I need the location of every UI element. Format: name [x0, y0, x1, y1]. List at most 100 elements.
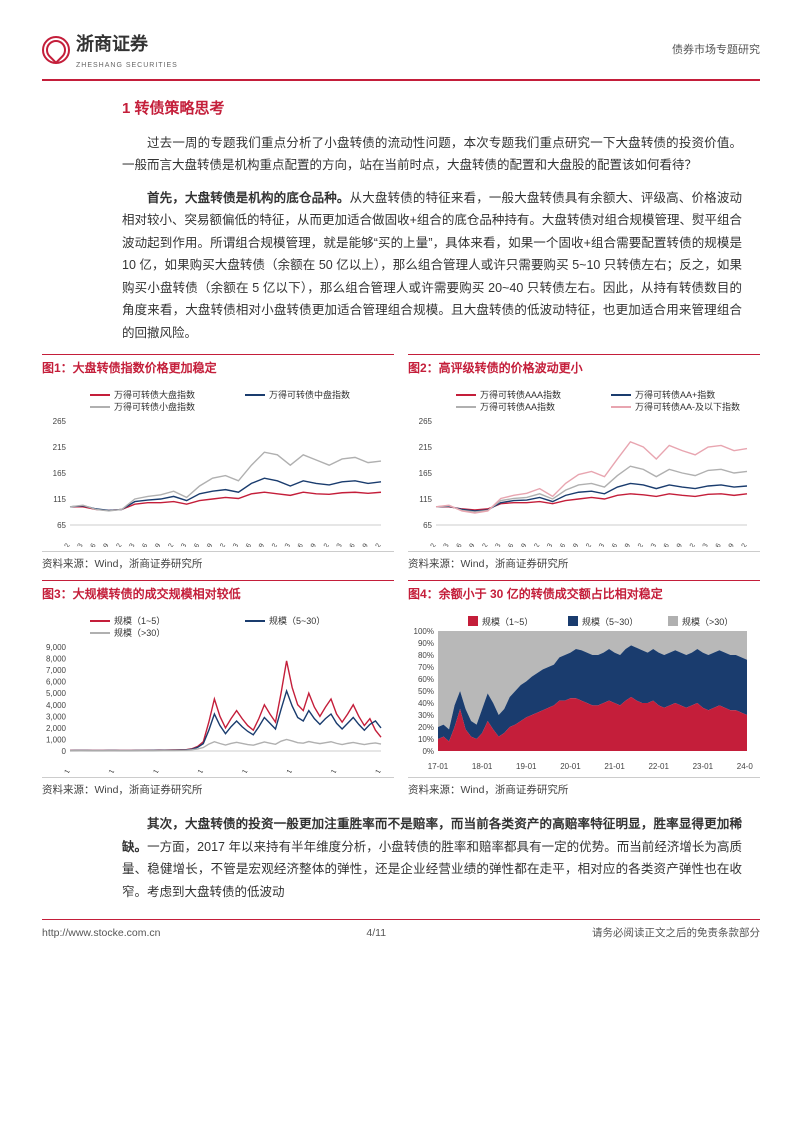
chart-4-title: 图4：余额小于 30 亿的转债成交额占比相对稳定 — [408, 580, 760, 609]
svg-text:万得可转债AA指数: 万得可转债AA指数 — [480, 401, 555, 412]
paragraph-3-body: 一方面，2017 年以来持有半年维度分析，小盘转债的胜率和赔率都具有一定的优势。… — [122, 840, 742, 899]
doc-category: 债券市场专题研究 — [672, 41, 760, 61]
svg-text:20-06: 20-06 — [552, 542, 567, 547]
svg-text:万得可转债小盘指数: 万得可转债小盘指数 — [114, 401, 195, 412]
svg-text:21-01: 21-01 — [604, 762, 625, 771]
svg-text:规模（5~30）: 规模（5~30） — [582, 617, 638, 627]
svg-text:23-06: 23-06 — [342, 542, 357, 547]
svg-text:7,000: 7,000 — [46, 666, 67, 675]
svg-text:20-03: 20-03 — [539, 542, 554, 547]
svg-text:22-09: 22-09 — [669, 542, 684, 547]
svg-text:9,000: 9,000 — [46, 643, 67, 652]
svg-text:115: 115 — [419, 495, 432, 504]
svg-text:6,000: 6,000 — [46, 677, 67, 686]
svg-text:215: 215 — [53, 443, 67, 452]
svg-text:规模（>30）: 规模（>30） — [114, 628, 165, 638]
svg-text:万得可转债大盘指数: 万得可转债大盘指数 — [114, 389, 195, 400]
svg-text:23-09: 23-09 — [721, 542, 736, 547]
svg-text:165: 165 — [419, 469, 433, 478]
svg-text:115: 115 — [53, 495, 66, 504]
svg-text:20-01: 20-01 — [560, 762, 581, 771]
svg-text:22-01: 22-01 — [279, 768, 294, 773]
svg-text:万得可转债中盘指数: 万得可转债中盘指数 — [269, 389, 350, 400]
svg-text:19-01: 19-01 — [516, 762, 537, 771]
logo: 浙商证券 ZHESHANG SECURITIES — [42, 28, 178, 73]
svg-text:规模（1~5）: 规模（1~5） — [114, 616, 165, 626]
svg-text:20-12: 20-12 — [212, 542, 227, 547]
svg-text:19-09: 19-09 — [513, 542, 528, 547]
svg-text:19-06: 19-06 — [500, 542, 515, 547]
svg-text:21-06: 21-06 — [238, 542, 253, 547]
svg-text:17-12: 17-12 — [423, 542, 438, 547]
svg-text:24-01: 24-01 — [368, 768, 383, 773]
svg-text:8,000: 8,000 — [46, 654, 67, 663]
svg-text:23-12: 23-12 — [368, 542, 383, 547]
chart-2-svg: 万得可转债AAA指数万得可转债AA+指数万得可转债AA指数万得可转债AA-及以下… — [408, 387, 753, 547]
svg-text:21-09: 21-09 — [617, 542, 632, 547]
svg-text:21-03: 21-03 — [591, 542, 606, 547]
svg-text:100%: 100% — [414, 627, 434, 636]
svg-text:1,000: 1,000 — [46, 735, 67, 744]
svg-text:19-09: 19-09 — [147, 542, 162, 547]
svg-text:18-09: 18-09 — [96, 542, 111, 547]
svg-text:规模（>30）: 规模（>30） — [682, 617, 733, 627]
svg-text:22-03: 22-03 — [643, 542, 658, 547]
svg-text:17-01: 17-01 — [428, 762, 449, 771]
svg-text:65: 65 — [57, 521, 66, 530]
svg-text:18-03: 18-03 — [436, 542, 451, 547]
footer-url: http://www.stocke.com.cn — [42, 924, 160, 943]
svg-text:4,000: 4,000 — [46, 700, 67, 709]
svg-text:23-12: 23-12 — [734, 542, 749, 547]
svg-text:50%: 50% — [418, 687, 434, 696]
svg-text:23-09: 23-09 — [355, 542, 370, 547]
page-header: 浙商证券 ZHESHANG SECURITIES 债券市场专题研究 — [42, 28, 760, 81]
svg-text:22-09: 22-09 — [303, 542, 318, 547]
svg-text:万得可转债AA-及以下指数: 万得可转债AA-及以下指数 — [635, 401, 740, 412]
chart-2-title: 图2：高评级转债的价格波动更小 — [408, 354, 760, 383]
svg-text:215: 215 — [419, 443, 433, 452]
paragraph-1: 过去一周的专题我们重点分析了小盘转债的流动性问题，本次专题我们重点研究一下大盘转… — [122, 132, 742, 177]
section-heading: 1 转债策略思考 — [122, 95, 760, 122]
svg-text:20-12: 20-12 — [578, 542, 593, 547]
svg-text:23-01: 23-01 — [693, 762, 714, 771]
chart-3-source: 资料来源：Wind，浙商证券研究所 — [42, 777, 394, 800]
footer-disclaimer: 请务必阅读正文之后的免责条款部分 — [592, 924, 760, 943]
svg-text:22-03: 22-03 — [277, 542, 292, 547]
svg-text:40%: 40% — [418, 699, 434, 708]
svg-text:18-06: 18-06 — [449, 542, 464, 547]
svg-text:5,000: 5,000 — [46, 689, 67, 698]
svg-text:2,000: 2,000 — [46, 723, 67, 732]
svg-text:21-12: 21-12 — [264, 542, 279, 547]
svg-text:0: 0 — [62, 747, 67, 756]
chart-2: 图2：高评级转债的价格波动更小 万得可转债AAA指数万得可转债AA+指数万得可转… — [408, 354, 760, 573]
svg-text:60%: 60% — [418, 675, 434, 684]
svg-text:22-06: 22-06 — [290, 542, 305, 547]
svg-text:22-06: 22-06 — [656, 542, 671, 547]
paragraph-2: 首先，大盘转债是机构的底仓品种。从大盘转债的特征来看，一般大盘转债具有余额大、评… — [122, 187, 742, 345]
svg-text:万得可转债AAA指数: 万得可转债AAA指数 — [480, 389, 561, 400]
svg-text:17-12: 17-12 — [57, 542, 72, 547]
svg-text:22-01: 22-01 — [648, 762, 669, 771]
company-name: 浙商证券 — [76, 28, 178, 60]
svg-text:21-12: 21-12 — [630, 542, 645, 547]
svg-text:18-06: 18-06 — [83, 542, 98, 547]
chart-1-title: 图1：大盘转债指数价格更加稳定 — [42, 354, 394, 383]
svg-text:265: 265 — [53, 417, 67, 426]
svg-text:22-12: 22-12 — [682, 542, 697, 547]
paragraph-2-lead: 首先，大盘转债是机构的底仓品种。 — [147, 191, 350, 205]
chart-4-svg: 规模（1~5）规模（5~30）规模（>30）0%10%20%30%40%50%6… — [408, 613, 753, 773]
svg-text:20%: 20% — [418, 723, 434, 732]
svg-text:20-06: 20-06 — [186, 542, 201, 547]
svg-text:18-12: 18-12 — [475, 542, 490, 547]
svg-text:19-03: 19-03 — [488, 542, 503, 547]
chart-1: 图1：大盘转债指数价格更加稳定 万得可转债大盘指数 万得可转债中盘指数万得可转债小… — [42, 354, 394, 573]
svg-text:17-01: 17-01 — [57, 768, 72, 773]
svg-text:80%: 80% — [418, 651, 434, 660]
svg-text:规模（1~5）: 规模（1~5） — [482, 617, 533, 627]
svg-text:23-03: 23-03 — [329, 542, 344, 547]
svg-text:10%: 10% — [418, 735, 434, 744]
footer-page: 4/11 — [366, 924, 386, 943]
svg-text:23-03: 23-03 — [695, 542, 710, 547]
chart-1-source: 资料来源：Wind，浙商证券研究所 — [42, 551, 394, 574]
svg-text:20-03: 20-03 — [173, 542, 188, 547]
